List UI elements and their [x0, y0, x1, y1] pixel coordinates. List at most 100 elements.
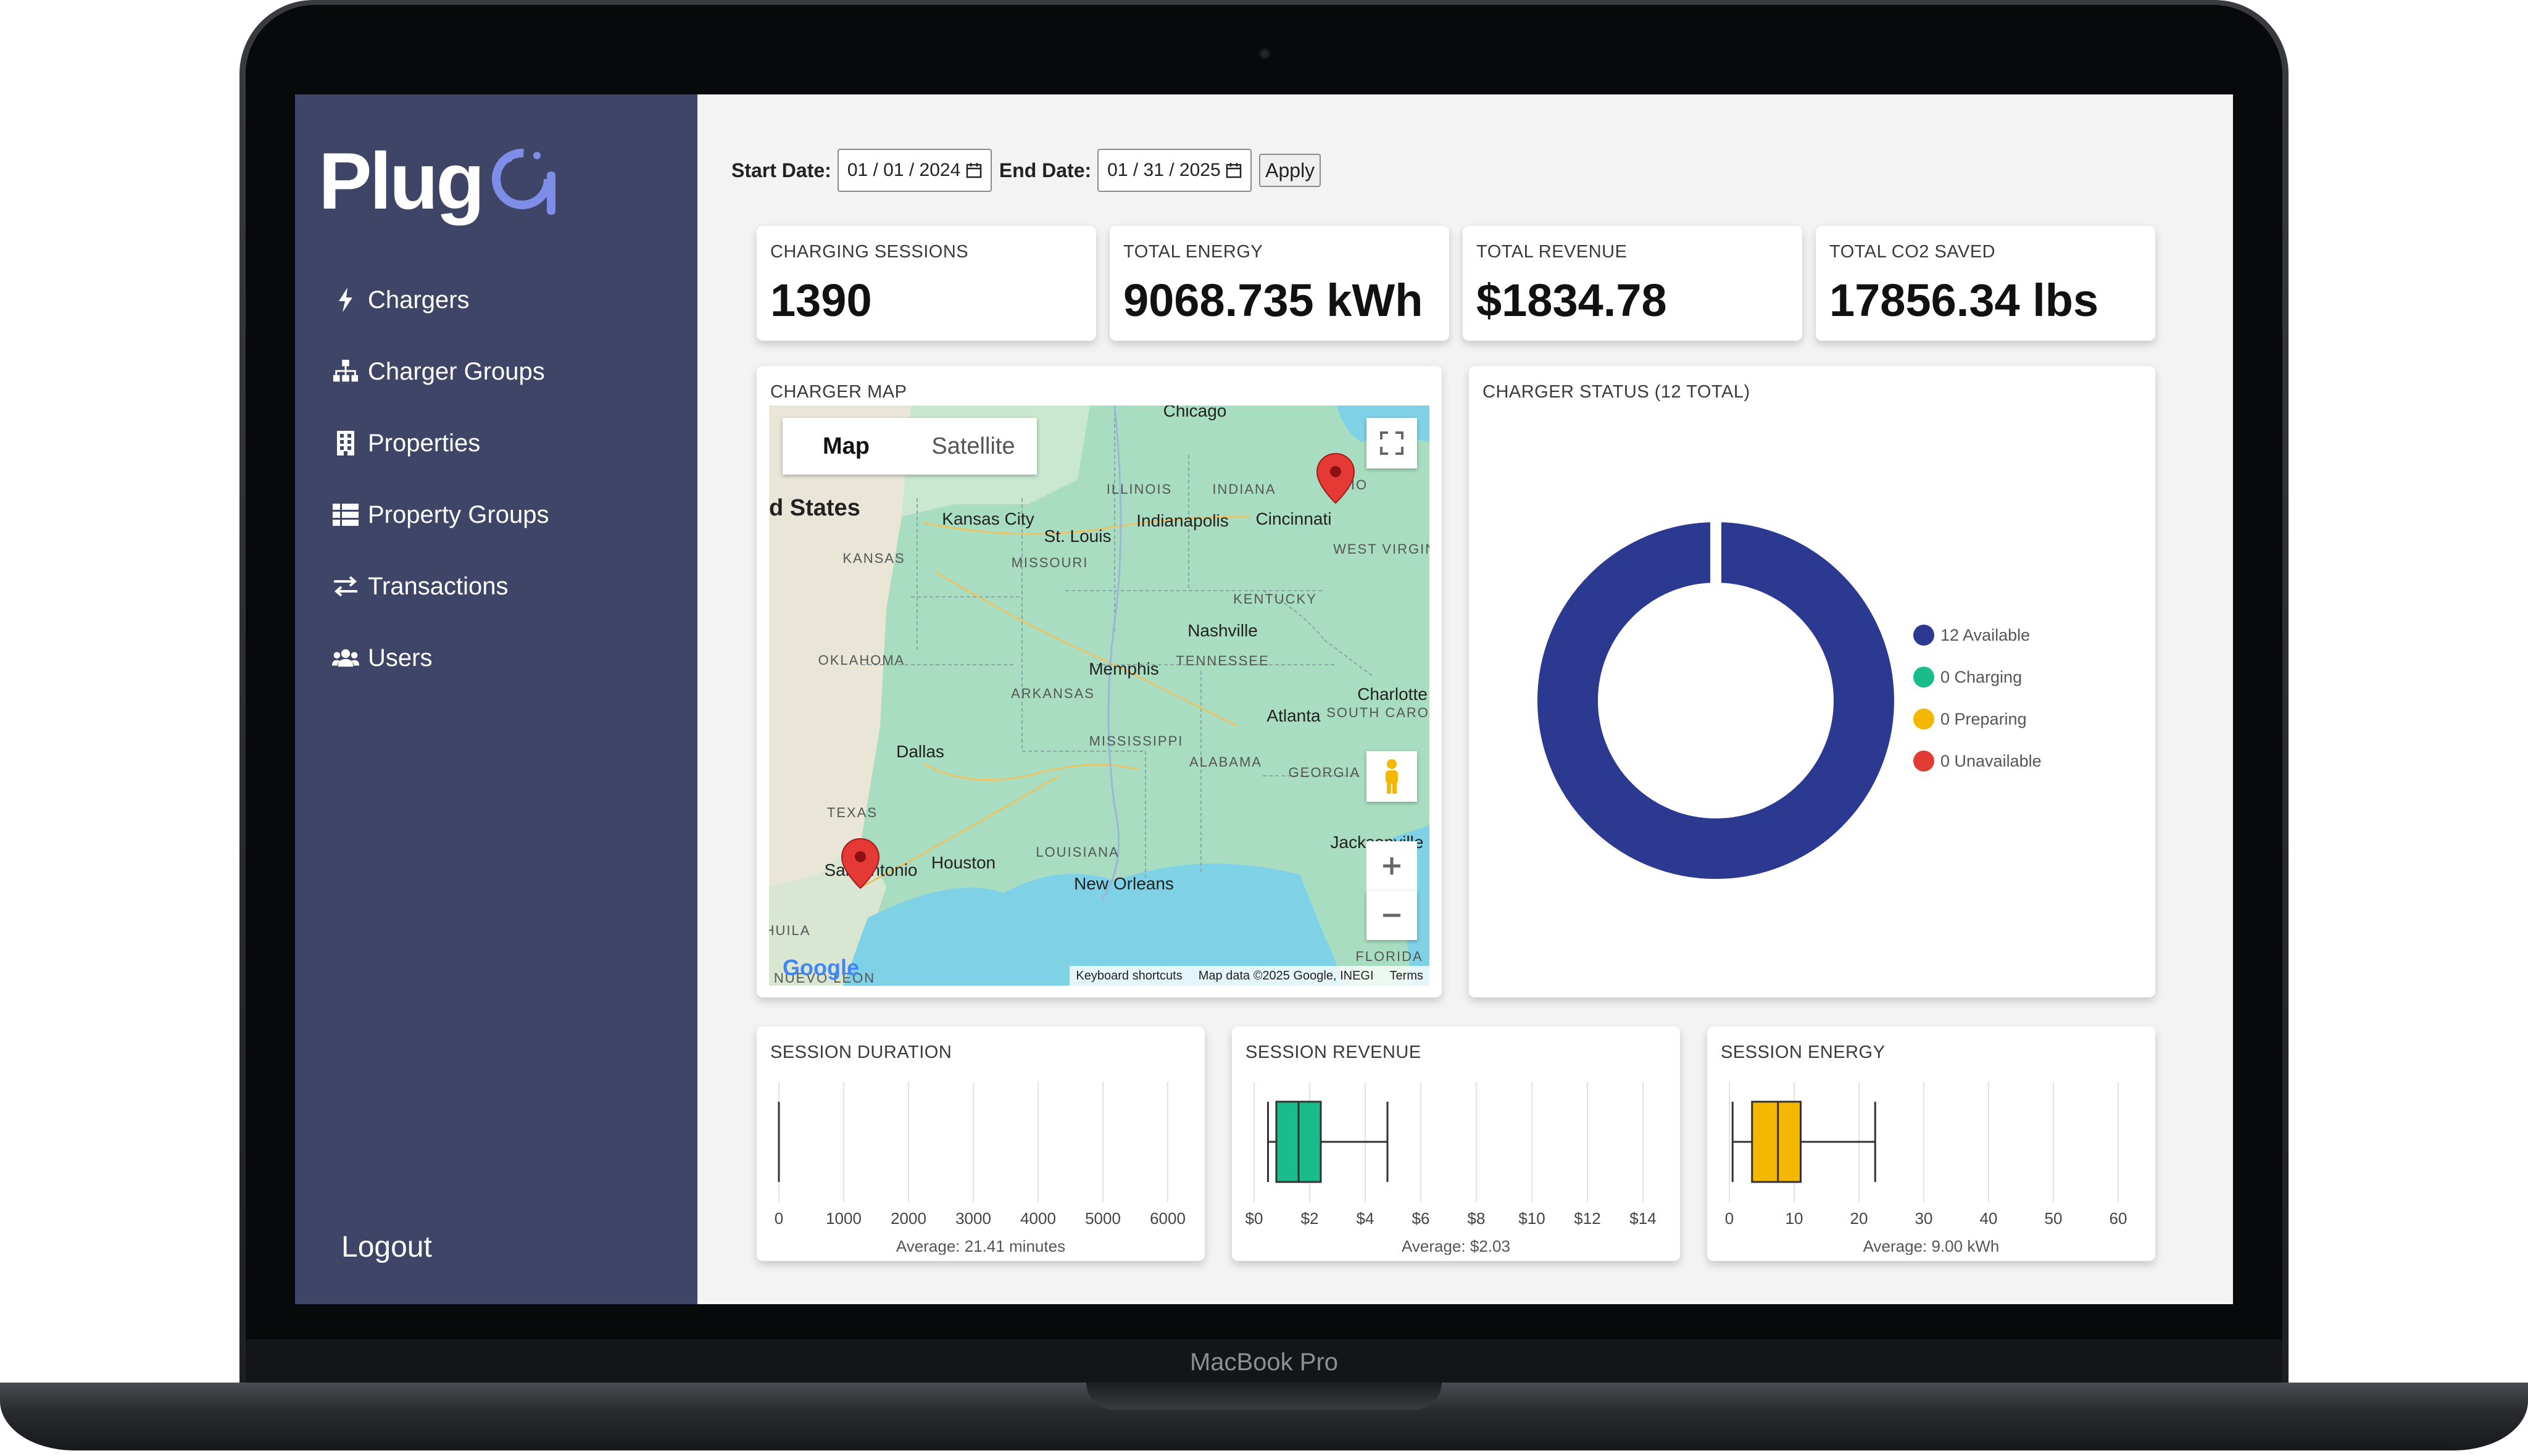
map-canvas[interactable]: ChicagoILLINOISINDIANAOHIOd StatesKansas… — [769, 406, 1429, 986]
session-revenue-card: SESSION REVENUE $0 $2 $4 $6 $8 $10 $12 $14 Avera… — [1232, 1026, 1680, 1261]
logo-ring-icon — [491, 149, 555, 215]
logout-link[interactable]: Logout — [341, 1231, 432, 1263]
session-duration-card: SESSION DURATION 0 1000 2000 3000 4000 5000 60… — [757, 1026, 1205, 1261]
map-label: Cincinnati — [1256, 509, 1332, 528]
street-view-button[interactable] — [1366, 751, 1417, 802]
map-type-toggle: Map Satellite — [783, 418, 1037, 475]
app-screen: Plug Chargers Charger Groups — [295, 94, 2233, 1304]
end-date-input[interactable]: 01 / 31 / 2025 — [1097, 149, 1252, 192]
legend-label: 12 Available — [1940, 625, 2031, 644]
fullscreen-button[interactable] — [1366, 418, 1417, 468]
tick-label: 4000 — [1020, 1209, 1056, 1228]
map-label: St. Louis — [1044, 526, 1112, 546]
legend-unavailable[interactable]: 0 Unavailable — [1913, 740, 2042, 782]
sitemap-icon — [332, 359, 359, 384]
calendar-icon — [966, 163, 982, 178]
tick-label: $14 — [1629, 1209, 1656, 1228]
map-marker-san-antonio[interactable] — [841, 838, 880, 889]
apply-button[interactable]: Apply — [1259, 154, 1321, 187]
users-icon — [332, 647, 359, 669]
laptop-notch — [1086, 1383, 1442, 1410]
tick-label: 0 — [1725, 1209, 1734, 1228]
app-logo[interactable]: Plug — [318, 135, 578, 227]
start-date-input[interactable]: 01 / 01 / 2024 — [837, 149, 992, 192]
charger-status-card: CHARGER STATUS (12 TOTAL) 12 Available 0… — [1469, 366, 2155, 997]
stat-label: TOTAL REVENUE — [1476, 242, 1628, 262]
status-donut — [1537, 515, 1894, 879]
map-label: MISSISSIPPI — [1089, 733, 1184, 749]
map-label: SOUTH CAROLINA — [1326, 705, 1429, 720]
map-label: Indianapolis — [1136, 511, 1228, 530]
tick-label: $8 — [1468, 1209, 1486, 1228]
terms-link[interactable]: Terms — [1389, 968, 1423, 983]
sidebar-item-label: Users — [368, 644, 433, 672]
zoom-in-button[interactable] — [1366, 841, 1417, 891]
calendar-icon — [1226, 163, 1242, 178]
stat-value: 9068.735 kWh — [1123, 275, 1423, 326]
map-attribution: Map data ©2025 Google, INEGI — [1198, 968, 1374, 983]
average-label: Average: $2.03 — [1402, 1237, 1510, 1255]
map-label: ARKANSAS — [1011, 686, 1095, 701]
tick-label: 50 — [2045, 1209, 2063, 1228]
map-marker-ohio[interactable] — [1316, 452, 1355, 504]
card-title: SESSION REVENUE — [1245, 1042, 1421, 1062]
sidebar-item-chargers[interactable]: Chargers — [332, 264, 549, 336]
map-label: Nashville — [1187, 621, 1258, 640]
legend-dot — [1913, 625, 1934, 646]
stat-value: 1390 — [770, 275, 872, 326]
card-title: SESSION DURATION — [770, 1042, 952, 1062]
tick-label: $6 — [1412, 1209, 1430, 1228]
map-toggle-map[interactable]: Map — [823, 433, 870, 459]
charger-map-card: CHARGER MAP — [757, 366, 1442, 997]
sidebar-item-charger-groups[interactable]: Charger Groups — [332, 336, 549, 407]
map-label: ILLINOIS — [1107, 481, 1172, 497]
map-label: Dallas — [896, 742, 944, 761]
map-label: GEORGIA — [1289, 765, 1361, 780]
map-label: Memphis — [1089, 659, 1159, 678]
map-toggle-satellite[interactable]: Satellite — [931, 433, 1015, 459]
date-filter-bar: Start Date: 01 / 01 / 2024 End Date: 01 … — [731, 149, 1321, 192]
keyboard-shortcuts-link[interactable]: Keyboard shortcuts — [1076, 968, 1183, 983]
sidebar-item-properties[interactable]: Properties — [332, 407, 549, 479]
map-label: WEST VIRGINIA — [1333, 541, 1429, 557]
device-label: MacBook Pro — [1189, 1349, 1339, 1376]
tick-label: $4 — [1357, 1209, 1374, 1228]
stat-label: TOTAL ENERGY — [1123, 242, 1263, 262]
map-label: TENNESSEE — [1176, 653, 1269, 668]
legend-available[interactable]: 12 Available — [1913, 614, 2042, 656]
legend-charging[interactable]: 0 Charging — [1913, 656, 2042, 698]
sidebar-item-label: Charger Groups — [368, 357, 545, 385]
session-energy-card: SESSION ENERGY 0 10 20 30 40 50 60 Average: 9.0… — [1707, 1026, 2155, 1261]
main-content: Start Date: 01 / 01 / 2024 End Date: 01 … — [697, 94, 2233, 1304]
sidebar-item-users[interactable]: Users — [332, 622, 549, 694]
legend-dot — [1913, 667, 1934, 688]
sidebar-item-property-groups[interactable]: Property Groups — [332, 479, 549, 551]
tick-label: 5000 — [1085, 1209, 1121, 1228]
map-label: Kansas City — [942, 509, 1034, 528]
legend-preparing[interactable]: 0 Preparing — [1913, 698, 2042, 740]
card-title: SESSION ENERGY — [1721, 1042, 1886, 1062]
status-legend: 12 Available 0 Charging 0 Preparing 0 Un… — [1913, 614, 2042, 782]
sidebar-item-label: Chargers — [368, 286, 470, 314]
legend-dot — [1913, 709, 1934, 730]
zoom-out-button[interactable] — [1366, 891, 1417, 940]
end-date-label: End Date: — [999, 159, 1092, 181]
map-label: ALABAMA — [1189, 754, 1262, 770]
stat-card-energy: TOTAL ENERGY 9068.735 kWh — [1110, 226, 1449, 341]
tick-label: 60 — [2110, 1209, 2127, 1228]
map-label: KANSAS — [842, 551, 905, 566]
sidebar-nav: Chargers Charger Groups Properties Prope… — [332, 264, 549, 694]
box-iqr[interactable] — [1751, 1100, 1802, 1183]
map-label: d States — [769, 495, 860, 521]
tick-label: 20 — [1850, 1209, 1868, 1228]
exchange-icon — [332, 575, 359, 597]
map-label: HUILA — [769, 923, 810, 938]
stat-card-revenue: TOTAL REVENUE $1834.78 — [1463, 226, 1802, 341]
map-footer: Keyboard shortcuts Map data ©2025 Google… — [1070, 966, 1429, 986]
map-label: LOUISIANA — [1036, 844, 1119, 860]
map-label: TEXAS — [827, 805, 878, 820]
google-logo: Google — [783, 955, 859, 980]
camera — [1259, 48, 1270, 59]
sidebar-item-transactions[interactable]: Transactions — [332, 551, 549, 622]
map-label: INDIANA — [1212, 481, 1276, 497]
